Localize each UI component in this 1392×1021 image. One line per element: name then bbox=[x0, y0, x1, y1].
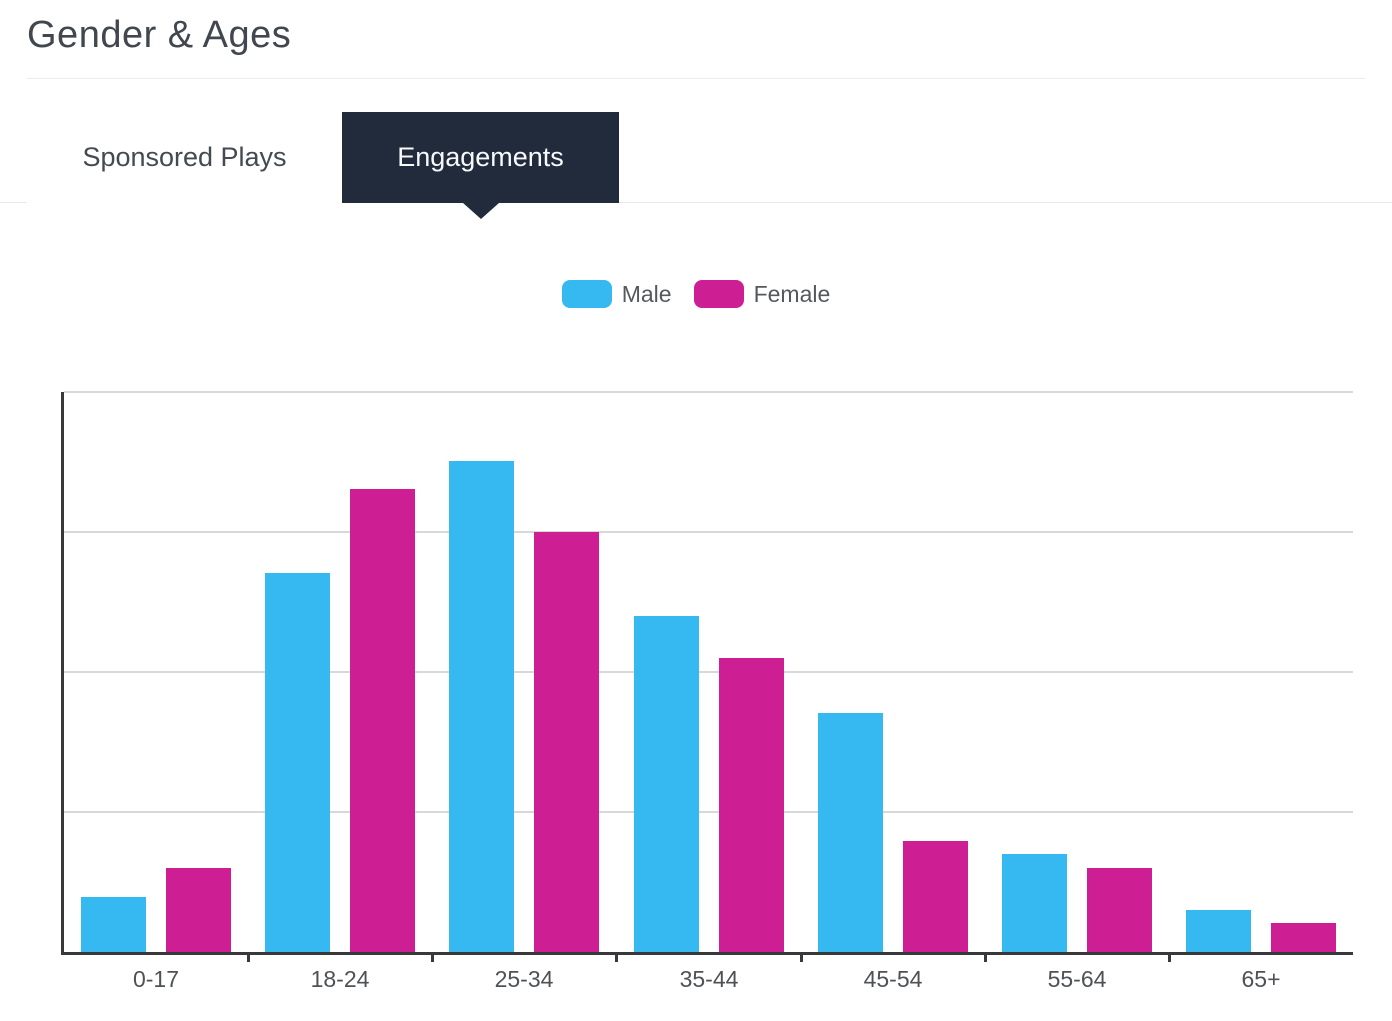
x-axis-label-0-17: 0-17 bbox=[132, 966, 180, 992]
chart-legend: Male Female bbox=[0, 280, 1392, 308]
bar-male-45-54[interactable] bbox=[818, 713, 883, 952]
page-title: Gender & Ages bbox=[27, 14, 292, 56]
bar-male-65+[interactable] bbox=[1186, 910, 1251, 952]
bar-male-35-44[interactable] bbox=[634, 616, 699, 952]
bar-male-25-34[interactable] bbox=[449, 461, 514, 952]
x-axis-label-45-54: 45-54 bbox=[863, 966, 923, 992]
x-axis-label-35-44: 35-44 bbox=[679, 966, 739, 992]
x-axis-label-65+: 65+ bbox=[1241, 966, 1281, 992]
x-axis-tick bbox=[247, 952, 251, 962]
tab-bar-divider bbox=[0, 202, 1392, 203]
bar-female-35-44[interactable] bbox=[719, 658, 784, 952]
x-axis-label-25-34: 25-34 bbox=[494, 966, 554, 992]
tab-engagements-label: Engagements bbox=[397, 142, 564, 172]
x-axis-labels: 0-17 18-24 25-34 35-44 45-54 55-64 65+ bbox=[64, 966, 1353, 996]
bar-female-55-64[interactable] bbox=[1087, 868, 1152, 952]
x-axis-tick bbox=[615, 952, 619, 962]
female-swatch-icon bbox=[693, 280, 744, 308]
plot-area bbox=[61, 391, 1353, 962]
active-tab-arrow-icon bbox=[462, 203, 499, 219]
tab-bar: Sponsored Plays Engagements bbox=[27, 112, 619, 219]
x-axis-tick bbox=[799, 952, 803, 962]
bar-female-18-24[interactable] bbox=[350, 489, 415, 952]
bar-female-0-17[interactable] bbox=[166, 868, 231, 952]
bar-female-65+[interactable] bbox=[1271, 923, 1336, 952]
bar-male-55-64[interactable] bbox=[1002, 854, 1067, 952]
title-divider bbox=[27, 78, 1365, 79]
tab-engagements[interactable]: Engagements bbox=[342, 112, 619, 219]
male-legend-label: Male bbox=[621, 280, 672, 307]
bar-male-0-17[interactable] bbox=[81, 897, 146, 952]
gridline bbox=[64, 811, 1353, 813]
tab-sponsored-plays-label: Sponsored Plays bbox=[82, 142, 287, 172]
gridline bbox=[64, 531, 1353, 533]
x-axis-tick bbox=[431, 952, 435, 962]
gridline bbox=[64, 671, 1353, 673]
male-swatch-icon bbox=[561, 280, 612, 308]
gridline bbox=[64, 391, 1353, 393]
tab-sponsored-plays[interactable]: Sponsored Plays bbox=[27, 112, 342, 203]
x-axis-label-18-24: 18-24 bbox=[310, 966, 370, 992]
x-axis-tick bbox=[1167, 952, 1171, 962]
bar-male-18-24[interactable] bbox=[265, 573, 330, 952]
female-legend-label: Female bbox=[753, 280, 831, 307]
x-axis-tick bbox=[983, 952, 987, 962]
bar-female-25-34[interactable] bbox=[534, 532, 599, 952]
legend-item-male[interactable]: Male bbox=[561, 280, 672, 308]
x-axis-label-55-64: 55-64 bbox=[1047, 966, 1107, 992]
legend-item-female[interactable]: Female bbox=[693, 280, 831, 308]
bar-female-45-54[interactable] bbox=[903, 841, 968, 952]
